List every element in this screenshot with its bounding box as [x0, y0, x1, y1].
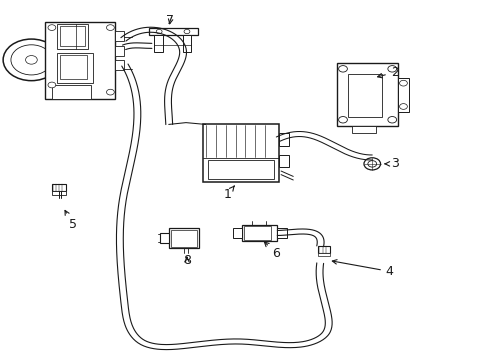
Bar	[347, 74, 381, 117]
Circle shape	[25, 55, 37, 64]
Circle shape	[387, 117, 396, 123]
Bar	[168, 228, 199, 248]
Circle shape	[399, 80, 407, 86]
Circle shape	[11, 45, 52, 75]
Bar	[336, 63, 397, 126]
Circle shape	[106, 25, 114, 31]
Bar	[60, 55, 87, 78]
Bar	[278, 155, 289, 167]
Text: 4: 4	[332, 260, 393, 278]
Text: 1: 1	[223, 186, 234, 201]
Bar	[233, 228, 242, 238]
Bar	[244, 226, 270, 239]
Bar	[317, 253, 329, 256]
Text: 7: 7	[166, 14, 174, 27]
Text: 3: 3	[384, 157, 398, 170]
Bar	[351, 126, 375, 133]
Text: 5: 5	[65, 211, 77, 231]
Circle shape	[156, 30, 162, 34]
Bar	[207, 160, 273, 179]
Text: 6: 6	[264, 242, 280, 260]
Text: 8: 8	[183, 254, 191, 267]
Bar	[242, 225, 277, 241]
Bar	[52, 192, 65, 195]
Circle shape	[367, 161, 376, 167]
Bar	[44, 22, 115, 99]
Text: 2: 2	[377, 66, 398, 79]
Bar	[160, 233, 168, 243]
Bar	[52, 85, 91, 99]
Circle shape	[363, 158, 380, 170]
Bar	[397, 78, 408, 112]
Bar	[278, 134, 289, 146]
Circle shape	[48, 25, 56, 31]
Bar	[60, 26, 84, 45]
Bar	[57, 53, 93, 83]
Bar	[170, 230, 197, 247]
Bar	[182, 36, 191, 51]
Bar	[52, 184, 65, 192]
Circle shape	[48, 82, 56, 88]
Bar	[317, 246, 329, 253]
Circle shape	[399, 104, 407, 109]
Circle shape	[3, 39, 60, 81]
Circle shape	[183, 30, 189, 34]
Bar	[57, 24, 88, 49]
Circle shape	[338, 117, 346, 123]
Bar	[277, 228, 286, 238]
Bar	[154, 36, 163, 51]
Bar	[115, 60, 124, 70]
Circle shape	[106, 89, 114, 95]
Bar	[115, 31, 124, 41]
Bar	[115, 45, 124, 55]
Bar	[149, 28, 198, 36]
Circle shape	[338, 66, 346, 72]
Bar	[203, 125, 278, 182]
Circle shape	[387, 66, 396, 72]
